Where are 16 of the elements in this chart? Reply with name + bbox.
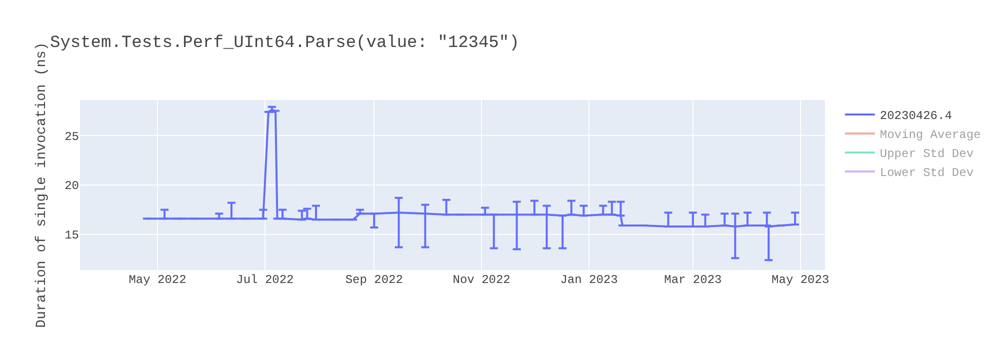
x-tick-label: May 2022 <box>128 273 186 287</box>
x-tick-label: May 2023 <box>772 273 830 287</box>
x-tick-label: Jan 2023 <box>560 273 618 287</box>
legend-label: Moving Average <box>880 128 981 142</box>
x-tick-label: Sep 2022 <box>345 273 403 287</box>
x-tick-label: Mar 2023 <box>664 273 722 287</box>
legend-label: Lower Std Dev <box>880 166 974 180</box>
legend-label: Upper Std Dev <box>880 147 974 162</box>
x-tick-label: Nov 2022 <box>452 273 510 287</box>
y-tick-label: 20 <box>64 179 79 194</box>
y-axis-title: Duration of single invocation (ns) <box>34 42 50 328</box>
y-tick-label: 25 <box>64 130 79 144</box>
chart-title: System.Tests.Perf_UInt64.Parse(value: "12345") <box>50 34 520 53</box>
legend-label: 20230426.4 <box>880 109 952 124</box>
y-tick-label: 15 <box>64 228 79 243</box>
x-tick-label: Jul 2022 <box>236 273 294 287</box>
